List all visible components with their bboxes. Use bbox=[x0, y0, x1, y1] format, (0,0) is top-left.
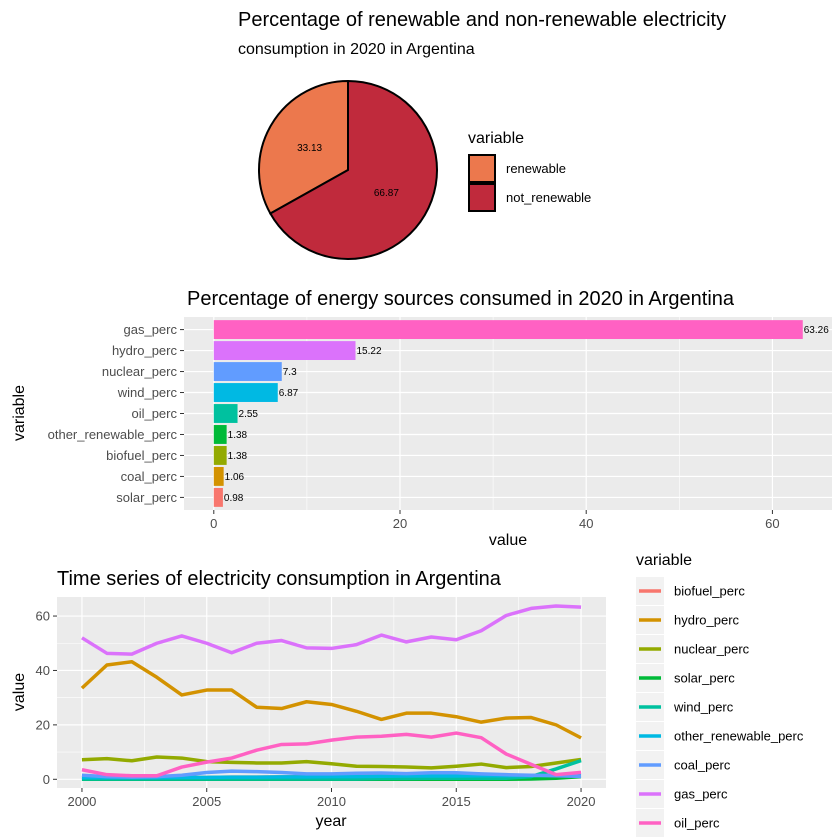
bar-solar_perc bbox=[213, 487, 223, 507]
line-legend-label: other_renewable_perc bbox=[674, 729, 804, 744]
line-legend-title: variable bbox=[636, 552, 692, 569]
line-legend-label: solar_perc bbox=[674, 671, 735, 686]
pie-chart-subtitle: consumption in 2020 in Argentina bbox=[238, 41, 475, 58]
line-x-tick-labels: 2000 2005 2010 2015 2020 bbox=[67, 788, 596, 809]
pie-legend-label: not_renewable bbox=[506, 190, 591, 205]
bar-nuclear_perc bbox=[213, 362, 282, 381]
bar-y-tick-label: solar_perc bbox=[116, 490, 177, 505]
bar-oil_perc bbox=[213, 404, 238, 423]
pie-slices bbox=[258, 79, 438, 260]
pie-legend-title: variable bbox=[468, 130, 524, 147]
pie-chart-panel: Percentage of renewable and non-renewabl… bbox=[238, 9, 726, 260]
bar-chart-panel: Percentage of energy sources consumed in… bbox=[11, 288, 832, 549]
bar-biofuel_perc bbox=[213, 446, 227, 465]
bar-value-label: 0.98 bbox=[224, 493, 244, 504]
line-chart-title: Time series of electricity consumption i… bbox=[57, 568, 502, 590]
bar-other_renewable_perc bbox=[213, 425, 227, 444]
bar-y-tick-label: nuclear_perc bbox=[102, 364, 178, 379]
bar-gas_perc bbox=[213, 320, 803, 340]
pie-slice-value-label: 33.13 bbox=[297, 143, 322, 154]
bar-x-tick-label: 0 bbox=[210, 516, 217, 531]
bar-y-tick-label: oil_perc bbox=[131, 406, 177, 421]
line-legend-label: nuclear_perc bbox=[674, 642, 750, 657]
bar-value-label: 2.55 bbox=[239, 409, 259, 420]
pie-legend-key-not_renewable bbox=[468, 183, 496, 212]
bar-y-tick-label: wind_perc bbox=[117, 385, 178, 400]
line-legend-label: biofuel_perc bbox=[674, 584, 745, 599]
bar-bars bbox=[213, 320, 803, 507]
line-series-coal_perc bbox=[81, 769, 582, 779]
bar-coal_perc bbox=[213, 466, 224, 486]
pie-legend-key-renewable bbox=[468, 154, 496, 183]
line-series-nuclear_perc bbox=[81, 755, 582, 770]
bar-value-label: 1.38 bbox=[228, 451, 248, 462]
line-y-axis-label: value bbox=[11, 673, 28, 711]
pie-legend-label: renewable bbox=[506, 161, 566, 176]
bar-x-tick-label: 60 bbox=[765, 516, 779, 531]
bar-x-tick-labels: 0 20 40 60 bbox=[210, 510, 780, 531]
bar-chart-title: Percentage of energy sources consumed in… bbox=[187, 288, 735, 310]
line-y-tick-label: 60 bbox=[36, 609, 50, 624]
bar-value-label: 1.38 bbox=[228, 430, 248, 441]
pie-slice-value-label: 66.87 bbox=[374, 188, 399, 199]
bar-y-tick-label: hydro_perc bbox=[112, 343, 178, 358]
bar-x-axis-label: value bbox=[489, 532, 527, 549]
pie-legend: renewable not_renewable bbox=[468, 154, 591, 212]
bar-y-axis-label: variable bbox=[11, 385, 28, 441]
bar-x-tick-label: 20 bbox=[393, 516, 407, 531]
bar-value-labels: 0.98 1.06 1.38 1.38 2.55 6.87 7.3 15.22 63.26 bbox=[224, 325, 829, 504]
bar-value-label: 1.06 bbox=[225, 472, 245, 483]
line-legend-label: wind_perc bbox=[673, 700, 734, 715]
line-legend-label: gas_perc bbox=[674, 787, 728, 802]
bar-y-tick-label: biofuel_perc bbox=[106, 448, 177, 463]
line-y-tick-label: 20 bbox=[36, 717, 50, 732]
line-y-tick-label: 0 bbox=[43, 772, 50, 787]
line-series-gas_perc bbox=[81, 604, 582, 656]
line-x-tick-label: 2005 bbox=[192, 794, 221, 809]
line-y-tick-label: 40 bbox=[36, 663, 50, 678]
line-chart-panel: Time series of electricity consumption i… bbox=[11, 552, 804, 837]
bar-hydro_perc bbox=[213, 341, 356, 361]
line-x-tick-label: 2015 bbox=[442, 794, 471, 809]
bar-value-label: 63.26 bbox=[804, 325, 829, 336]
line-x-axis-label: year bbox=[315, 813, 347, 830]
bar-wind_perc bbox=[213, 383, 278, 402]
bar-y-tick-label: coal_perc bbox=[121, 469, 178, 484]
bar-value-label: 15.22 bbox=[356, 346, 381, 357]
line-legend-label: hydro_perc bbox=[674, 613, 740, 628]
line-series-hydro_perc bbox=[80, 660, 582, 740]
line-series-oil_perc bbox=[81, 731, 582, 778]
bar-value-label: 6.87 bbox=[279, 388, 299, 399]
bar-y-tick-label: other_renewable_perc bbox=[48, 427, 178, 442]
line-x-tick-label: 2000 bbox=[67, 794, 96, 809]
pie-slice-renewable bbox=[258, 79, 349, 215]
line-x-tick-label: 2020 bbox=[567, 794, 596, 809]
line-legend-label: coal_perc bbox=[674, 758, 731, 773]
line-legend: biofuel_perc hydro_perc nuclear_perc solar_… bbox=[636, 577, 804, 837]
pie-chart-title: Percentage of renewable and non-renewabl… bbox=[238, 9, 726, 31]
bar-y-tick-label: gas_perc bbox=[124, 322, 178, 337]
bar-value-label: 7.3 bbox=[283, 367, 297, 378]
line-legend-label: oil_perc bbox=[674, 816, 720, 831]
pie-slice-labels: 33.13 66.87 bbox=[297, 143, 399, 199]
line-x-tick-label: 2010 bbox=[317, 794, 346, 809]
bar-x-tick-label: 40 bbox=[579, 516, 593, 531]
pie-slice-not_renewable bbox=[268, 79, 438, 260]
line-y-tick-labels: 0 20 40 60 bbox=[36, 609, 57, 787]
line-series bbox=[80, 604, 582, 782]
bar-y-tick-labels: solar_perc coal_perc biofuel_perc other_ren… bbox=[48, 322, 184, 505]
